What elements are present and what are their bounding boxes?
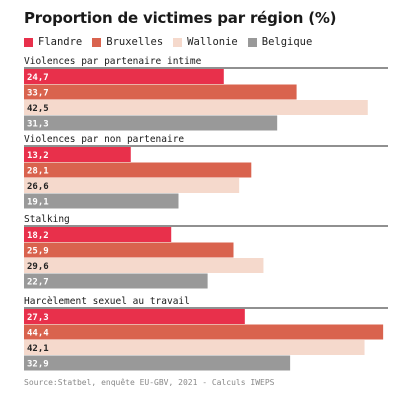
bar-flandre xyxy=(24,227,172,242)
bar-value-label: 33,7 xyxy=(27,89,49,99)
bar-wallonie xyxy=(24,178,240,193)
legend-item-flandre: Flandre xyxy=(24,36,82,48)
bar-value-label: 25,9 xyxy=(27,247,49,257)
bar-value-label: 22,7 xyxy=(27,278,49,288)
legend-label-flandre: Flandre xyxy=(38,36,83,48)
bar-flandre xyxy=(24,147,131,162)
bar-value-label: 24,7 xyxy=(27,73,49,83)
legend-label-bruxelles: Bruxelles xyxy=(106,36,164,48)
bar-bruxelles xyxy=(24,242,234,258)
legend-swatch-flandre xyxy=(24,37,33,47)
bar-flandre xyxy=(24,309,245,324)
bar-bruxelles xyxy=(24,162,252,178)
bar-value-label: 18,2 xyxy=(27,231,49,241)
legend-item-wallonie: Wallonie xyxy=(173,36,238,48)
bar-belgique xyxy=(24,115,278,131)
bar-bruxelles xyxy=(24,84,297,100)
bar-value-label: 26,6 xyxy=(27,182,49,192)
bar-value-label: 13,2 xyxy=(27,151,49,161)
legend-item-belgique: Belgique xyxy=(247,36,313,48)
bar-value-label: 19,1 xyxy=(27,198,49,208)
chart-title: Proportion de victimes par région (%) xyxy=(24,9,337,27)
bar-belgique xyxy=(24,273,208,289)
legend-swatch-bruxelles xyxy=(92,37,102,47)
bar-belgique xyxy=(24,193,179,209)
bar-value-label: 29,6 xyxy=(27,262,49,272)
bar-wallonie xyxy=(24,340,365,355)
panel-title: Stalking xyxy=(24,214,70,225)
legend-swatch-belgique xyxy=(247,37,257,47)
bar-wallonie xyxy=(24,258,264,273)
legend-item-bruxelles: Bruxelles xyxy=(92,36,163,48)
panel-title: Violences par non partenaire xyxy=(24,134,184,145)
legend-label-belgique: Belgique xyxy=(261,36,313,48)
bar-value-label: 27,3 xyxy=(27,313,49,323)
bar-value-label: 32,9 xyxy=(27,360,49,370)
panel-title: Harcèlement sexuel au travail xyxy=(24,296,190,307)
bar-value-label: 42,1 xyxy=(27,344,49,354)
bar-belgique xyxy=(24,355,291,371)
bar-value-label: 44,4 xyxy=(27,329,49,339)
legend-label-wallonie: Wallonie xyxy=(187,36,238,48)
source-note: Source:Statbel, enquête EU-GBV, 2021 - C… xyxy=(24,378,275,387)
legend-swatch-wallonie xyxy=(173,37,183,47)
bar-value-label: 28,1 xyxy=(27,167,49,177)
legend: Flandre Bruxelles Wallonie Belgique xyxy=(24,36,322,48)
bar-wallonie xyxy=(24,100,368,115)
bar-flandre xyxy=(24,69,224,84)
bar-value-label: 31,3 xyxy=(27,120,49,130)
bar-value-label: 42,5 xyxy=(27,104,49,114)
bar-bruxelles xyxy=(24,324,384,340)
panel-title: Violences par partenaire intime xyxy=(24,56,202,67)
